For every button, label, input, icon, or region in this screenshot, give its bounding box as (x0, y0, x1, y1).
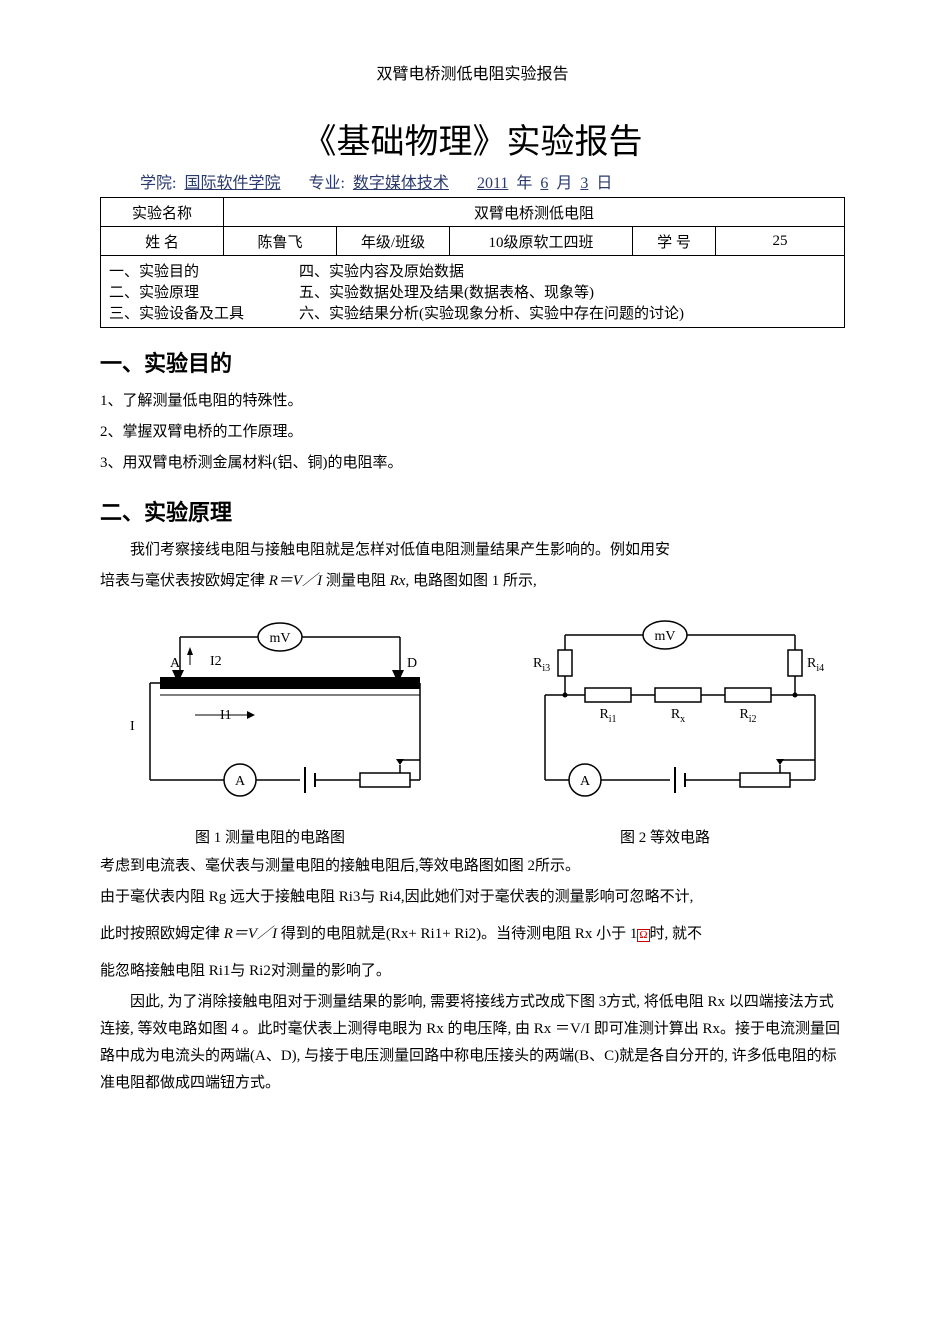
day-value: 3 (576, 175, 592, 192)
sec2-p1b-mid: 测量电阻 (322, 573, 390, 589)
section2-body-2: 考虑到电流表、毫伏表与测量电阻的接触电阻后,等效电路图如图 2所示。 由于毫伏表… (100, 853, 845, 1097)
error-marker-icon: Ω (637, 929, 649, 942)
name-label: 姓 名 (101, 227, 224, 256)
node-d-label: D (407, 656, 417, 671)
page-header: 双臂电桥测低电阻实验报告 (100, 60, 845, 84)
sec1-item1: 1、了解测量低电阻的特殊性。 (100, 388, 845, 415)
ri3-label: Ri3 (533, 656, 550, 674)
day-suffix: 日 (596, 175, 612, 192)
month-suffix: 月 (556, 175, 572, 192)
ri2-label: Ri2 (739, 707, 756, 725)
name-value: 陈鲁飞 (224, 227, 337, 256)
college-label: 学院: (140, 175, 176, 192)
sec2-p1b-rx: Rx (390, 573, 406, 589)
outline-l3: 三、实验设备及工具 (109, 302, 299, 323)
sec1-item2: 2、掌握双臂电桥的工作原理。 (100, 419, 845, 446)
major-label: 专业: (308, 175, 344, 192)
major-value: 数字媒体技术 (349, 175, 453, 192)
grade-label: 年级/班级 (337, 227, 450, 256)
sec2-p4-mid: 得到的电阻就是(Rx+ Ri1+ Ri2)。当待测电阻 Rx 小于 1 (277, 926, 637, 942)
i-label: I (130, 719, 135, 734)
college-value: 国际软件学院 (180, 175, 284, 192)
sec2-p1b-suffix: , 电路图如图 1 所示, (405, 573, 536, 589)
ri4-label: Ri4 (807, 656, 824, 674)
outline-r2: 五、实验数据处理及结果(数据表格、现象等) (299, 281, 836, 302)
section2-heading: 二、实验原理 (100, 495, 845, 527)
fig2-caption: 图 2 等效电路 (485, 826, 845, 847)
section2-body: 我们考察接线电阻与接触电阻就是怎样对低值电阻测量结果产生影响的。例如用安 培表与… (100, 537, 845, 595)
exp-name-value: 双臂电桥测低电阻 (224, 198, 845, 227)
outline-r3: 六、实验结果分析(实验现象分析、实验中存在问题的讨论) (299, 302, 836, 323)
exp-name-label: 实验名称 (101, 198, 224, 227)
meta-table: 实验名称 双臂电桥测低电阻 姓 名 陈鲁飞 年级/班级 10级原软工四班 学 号… (100, 197, 845, 256)
outline-r1: 四、实验内容及原始数据 (299, 260, 836, 281)
outline-l2: 二、实验原理 (109, 281, 299, 302)
outline-l1: 一、实验目的 (109, 260, 299, 281)
sec2-p1b-formula: R＝V／I (269, 573, 322, 589)
id-value: 25 (716, 227, 845, 256)
section1-heading: 一、实验目的 (100, 346, 845, 378)
month-value: 6 (536, 175, 552, 192)
mv-label-2: mV (655, 629, 676, 644)
sec2-p2: 考虑到电流表、毫伏表与测量电阻的接触电阻后,等效电路图如图 2所示。 (100, 853, 845, 880)
sec2-p3: 由于毫伏表内阻 Rg 远大于接触电阻 Ri3与 Ri4,因此她们对于毫伏表的测量… (100, 884, 845, 911)
sec1-item3: 3、用双臂电桥测金属材料(铝、铜)的电阻率。 (100, 450, 845, 477)
table-row: 实验名称 双臂电桥测低电阻 (101, 198, 845, 227)
node-a-label: A (170, 656, 181, 671)
fig1-caption: 图 1 测量电阻的电路图 (100, 826, 440, 847)
sec2-p5: 能忽略接触电阻 Ri1与 Ri2对测量的影响了。 (100, 958, 845, 985)
section1-body: 1、了解测量低电阻的特殊性。 2、掌握双臂电桥的工作原理。 3、用双臂电桥测金属… (100, 388, 845, 477)
figure-1: mV A D I2 I1 (100, 615, 440, 847)
ri1-label: Ri1 (599, 707, 616, 725)
ammeter-label-2: A (580, 774, 591, 789)
year-value: 2011 (473, 175, 512, 192)
outline-box: 一、实验目的 四、实验内容及原始数据 二、实验原理 五、实验数据处理及结果(数据… (100, 256, 845, 328)
info-line: 学院: 国际软件学院 专业: 数字媒体技术 2011 年 6 月 3 日 (140, 169, 845, 193)
sec2-p4-formula: R＝V／I (224, 926, 277, 942)
ammeter-label: A (235, 774, 246, 789)
sec2-p1b-prefix: 培表与毫伏表按欧姆定律 (100, 573, 269, 589)
sec2-p1a: 我们考察接线电阻与接触电阻就是怎样对低值电阻测量结果产生影响的。例如用安 (100, 537, 845, 564)
mv-label: mV (270, 631, 291, 646)
sec2-p1b: 培表与毫伏表按欧姆定律 R＝V／I 测量电阻 Rx, 电路图如图 1 所示, (100, 568, 845, 595)
sec2-p6: 因此, 为了消除接触电阻对于测量结果的影响, 需要将接线方式改成下图 3方式, … (100, 989, 845, 1097)
sec2-p4-suffix: 时, 就不 (650, 926, 703, 942)
year-suffix: 年 (516, 175, 532, 192)
sec2-p4-prefix: 此时按照欧姆定律 (100, 926, 224, 942)
sec2-p4: 此时按照欧姆定律 R＝V／I 得到的电阻就是(Rx+ Ri1+ Ri2)。当待测… (100, 921, 845, 948)
id-label: 学 号 (633, 227, 716, 256)
rx-label: Rx (671, 707, 685, 725)
figure-2: mV Ri3 Ri4 Ri1 Rx (485, 615, 845, 847)
circuit-2-svg: mV Ri3 Ri4 Ri1 Rx (485, 615, 845, 815)
main-title: 《基础物理》实验报告 (100, 114, 845, 163)
i2-label: I2 (210, 654, 222, 669)
circuit-1-svg: mV A D I2 I1 (100, 615, 440, 815)
grade-value: 10级原软工四班 (450, 227, 633, 256)
table-row: 姓 名 陈鲁飞 年级/班级 10级原软工四班 学 号 25 (101, 227, 845, 256)
figures-row: mV A D I2 I1 (100, 615, 845, 847)
